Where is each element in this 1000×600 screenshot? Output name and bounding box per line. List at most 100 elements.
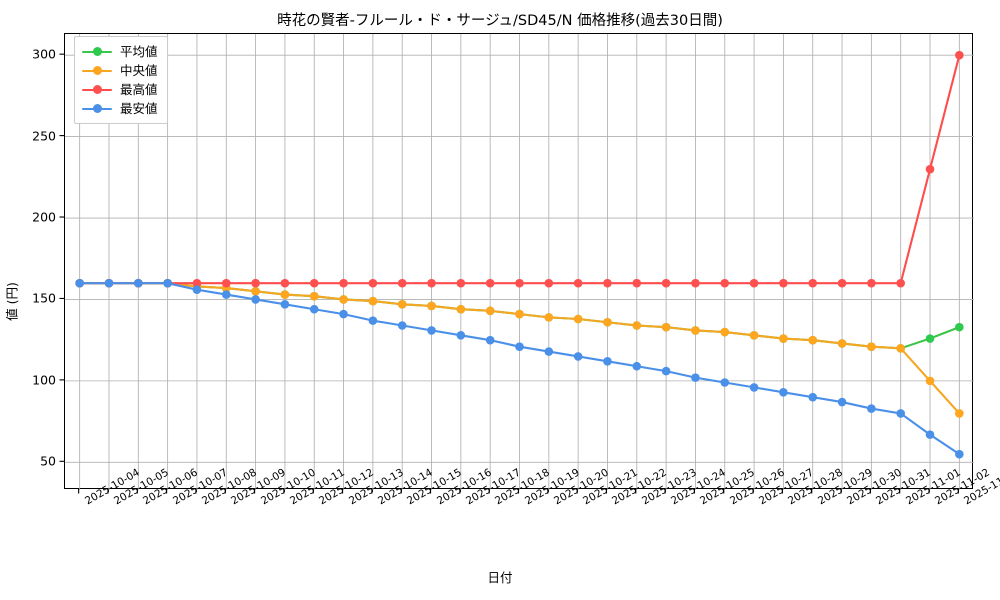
data-point [603,317,612,327]
data-point [309,304,319,314]
x-axis-tick-label: 2025-10-19 [522,466,582,508]
data-point [867,404,876,413]
data-point [955,409,964,418]
data-point [339,295,348,304]
x-axis-tick-label: 2025-10-17 [463,466,523,508]
data-point [749,383,759,392]
data-point [192,285,202,294]
legend-item[interactable]: 最高値 [82,80,158,99]
y-axis-tick-labels: 50 100 150 200 250 300 [0,33,56,489]
x-axis-tick-label: 2025-10-12 [317,466,377,508]
data-point [397,321,407,330]
data-point [720,378,730,387]
legend-label: 最安値 [120,100,158,116]
legend-label: 最高値 [120,81,158,97]
data-point [896,344,905,353]
x-axis-tick-label: 2025-10-15 [405,466,465,508]
legend-swatch-icon [82,64,112,78]
data-point [632,321,642,330]
chart-title: 時花の賢者-フルール・ド・サージュ/SD45/N 価格推移(過去30日間) [277,13,723,29]
data-point [808,392,818,402]
data-series-layer [75,50,964,459]
data-point [661,322,671,332]
data-point [427,278,436,288]
series-line [78,282,961,456]
data-point [632,278,642,288]
data-point [544,278,554,288]
data-point [104,278,114,288]
x-axis-tick-label: 2025-10-18 [493,466,553,508]
data-point [280,290,290,299]
x-axis-tick-label: 2025-11-01 [903,466,963,508]
data-point [779,334,788,343]
data-point [925,164,935,174]
x-axis-tick-label: 2025-10-11 [287,466,347,508]
data-point [368,316,378,325]
x-axis-tick-label: 2025-10-20 [551,466,611,508]
legend-item[interactable]: 中央値 [82,61,158,80]
data-point [192,278,202,288]
data-point [134,278,143,288]
x-axis-tick-label: 2025-10-31 [874,466,934,508]
data-point [603,278,612,288]
x-axis-tick-label: 2025-11-02 [933,466,992,508]
data-point [779,278,788,288]
x-axis-tick-label: 2025-10-29 [815,466,875,508]
x-axis-label: 日付 [487,570,513,585]
data-point [573,352,583,361]
data-point [837,339,847,348]
x-axis-tick-label: 2025-10-04 [82,466,142,508]
data-point [720,278,730,288]
data-point [339,278,348,288]
x-axis-tick-label: 2025-10-10 [258,466,318,508]
data-point [251,278,260,288]
data-point [808,278,818,288]
data-point [456,304,466,314]
y-axis-tick-label: 200 [32,209,56,225]
x-axis-tick-label: 2025-10-09 [229,466,289,508]
legend-label: 平均値 [120,43,158,59]
data-point [309,278,319,288]
plot-area [64,33,974,490]
data-point [427,301,436,311]
data-point [925,334,935,343]
legend-item[interactable]: 平均値 [82,42,158,61]
x-axis-tick-labels: 2025-10-04 2025-10-05 2025-10-06 2025-10-07… [0,466,1000,577]
legend-item[interactable]: 最安値 [82,99,158,118]
data-point [896,278,905,288]
data-point [427,326,436,335]
data-point [339,309,348,319]
y-axis-tick-label: 100 [32,372,56,388]
data-point [837,278,847,288]
data-point [661,278,671,288]
data-point [456,330,466,340]
data-point [515,342,524,351]
data-point [955,322,964,332]
x-axis-tick-label: 2025-10-16 [434,466,494,508]
x-axis-tick-label: 2025-10-05 [111,466,171,508]
data-point [280,300,290,309]
y-axis-tick-label: 150 [32,290,56,306]
data-point [749,278,759,288]
data-point [75,278,84,288]
data-point [485,335,495,345]
legend-swatch-icon [82,83,112,97]
data-point [867,342,876,351]
data-point [515,278,524,288]
data-point [691,373,700,382]
y-axis-tick-label: 300 [32,46,56,62]
y-axis-tick-label: 250 [32,128,56,144]
data-point [896,409,905,418]
x-axis-tick-label: 2025-10-26 [727,466,787,508]
x-axis-tick-label: 2025-10-08 [199,466,259,508]
legend-swatch-icon [82,102,112,116]
y-axis-tick-label: 50 [40,453,56,469]
x-axis-tick-label: 2025-10-07 [170,466,230,508]
data-point [925,430,935,439]
y-axis-label: 値 (円) [4,282,20,321]
data-point [221,278,231,288]
data-point [955,449,964,459]
x-axis-tick-label: 2025-10-24 [669,466,728,508]
data-point [515,309,524,319]
x-axis-tick-label: 2025-10-27 [757,466,816,508]
